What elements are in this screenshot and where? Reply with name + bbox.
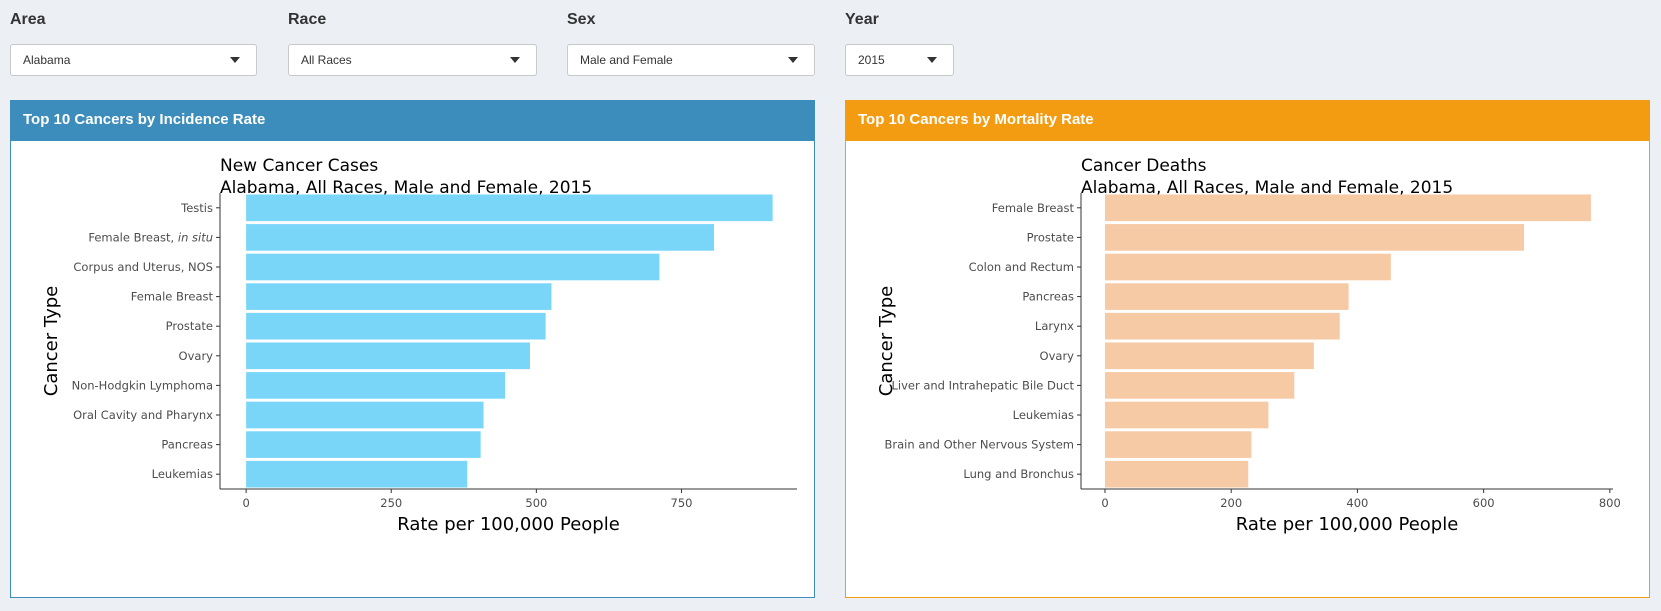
bar xyxy=(246,342,530,370)
mortality-panel-header: Top 10 Cancers by Mortality Rate xyxy=(846,101,1649,141)
filter-sex-label: Sex xyxy=(567,11,596,28)
x-tick-label: 750 xyxy=(671,496,693,510)
y-tick-label: Testis xyxy=(180,201,213,215)
bar xyxy=(1104,253,1391,281)
y-axis-title: Cancer Type xyxy=(876,286,897,396)
y-tick-label: Brain and Other Nervous System xyxy=(885,438,1074,452)
x-tick-label: 800 xyxy=(1599,496,1621,510)
y-tick-label: Female Breast, in situ xyxy=(88,230,213,244)
caret-down-icon xyxy=(230,57,240,63)
y-tick-label: Female Breast xyxy=(131,290,214,304)
y-tick-label: Oral Cavity and Pharynx xyxy=(73,408,213,422)
y-tick-label: Prostate xyxy=(166,319,213,333)
bar xyxy=(246,372,506,399)
filter-race: Race All Races xyxy=(288,10,537,76)
y-tick-label: Liver and Intrahepatic Bile Duct xyxy=(891,378,1074,392)
caret-down-icon xyxy=(927,57,937,63)
y-tick-label: Leukemias xyxy=(152,467,213,481)
bar xyxy=(1104,312,1340,340)
year-select[interactable]: 2015 xyxy=(845,44,954,76)
bar xyxy=(1104,224,1525,251)
y-tick-label: Corpus and Uterus, NOS xyxy=(73,260,213,274)
x-tick-label: 400 xyxy=(1346,496,1368,510)
race-select[interactable]: All Races xyxy=(288,44,537,76)
filter-year: Year 2015 xyxy=(845,10,954,76)
chart-title: New Cancer Cases xyxy=(220,156,378,176)
y-tick-label: Colon and Rectum xyxy=(969,260,1074,274)
bar xyxy=(246,431,481,458)
bar xyxy=(1104,401,1269,429)
bar xyxy=(246,312,546,340)
y-tick-label: Ovary xyxy=(1040,349,1075,363)
filter-sex: Sex Male and Female xyxy=(567,10,815,76)
bar xyxy=(246,253,660,281)
chart-subtitle: Alabama, All Races, Male and Female, 201… xyxy=(220,178,592,198)
x-tick-label: 600 xyxy=(1473,496,1495,510)
caret-down-icon xyxy=(510,57,520,63)
incidence-panel-header: Top 10 Cancers by Incidence Rate xyxy=(11,101,814,141)
y-tick-label: Larynx xyxy=(1035,319,1074,333)
caret-down-icon xyxy=(788,57,798,63)
y-tick-label: Ovary xyxy=(179,349,214,363)
race-select-value: All Races xyxy=(301,53,352,67)
year-select-value: 2015 xyxy=(858,53,885,67)
bar xyxy=(246,401,484,429)
y-tick-label: Non-Hodgkin Lymphoma xyxy=(72,378,213,392)
filter-area: Area Alabama xyxy=(10,10,257,76)
x-tick-label: 200 xyxy=(1220,496,1242,510)
y-tick-label: Prostate xyxy=(1027,230,1074,244)
bar xyxy=(1104,283,1349,310)
chart-subtitle: Alabama, All Races, Male and Female, 201… xyxy=(1081,178,1453,198)
filter-area-label: Area xyxy=(10,11,46,28)
bar xyxy=(246,460,468,488)
bar xyxy=(1104,460,1249,488)
x-tick-label: 250 xyxy=(380,496,402,510)
mortality-panel: Top 10 Cancers by Mortality Rate Cancer … xyxy=(845,100,1650,598)
sex-select-value: Male and Female xyxy=(580,53,673,67)
bar xyxy=(246,194,773,222)
incidence-panel: Top 10 Cancers by Incidence Rate New Can… xyxy=(10,100,815,598)
filter-race-label: Race xyxy=(288,11,327,28)
y-axis-title: Cancer Type xyxy=(41,286,62,396)
bar xyxy=(1104,431,1252,458)
y-tick-label: Pancreas xyxy=(1022,290,1074,304)
sex-select[interactable]: Male and Female xyxy=(567,44,815,76)
x-tick-label: 0 xyxy=(1101,496,1108,510)
x-tick-label: 500 xyxy=(525,496,547,510)
y-tick-label: Lung and Bronchus xyxy=(963,467,1074,481)
x-axis-title: Rate per 100,000 People xyxy=(1236,514,1459,535)
filter-year-label: Year xyxy=(845,11,879,28)
area-select[interactable]: Alabama xyxy=(10,44,257,76)
y-tick-label: Female Breast xyxy=(992,201,1075,215)
y-tick-label: Pancreas xyxy=(161,438,213,452)
x-axis-title: Rate per 100,000 People xyxy=(397,514,620,535)
y-tick-label: Leukemias xyxy=(1013,408,1074,422)
bar xyxy=(246,224,714,251)
area-select-value: Alabama xyxy=(23,53,71,67)
bar xyxy=(246,283,552,310)
chart-title: Cancer Deaths xyxy=(1081,156,1207,176)
x-tick-label: 0 xyxy=(242,496,249,510)
bar xyxy=(1104,342,1314,370)
bar xyxy=(1104,372,1295,399)
bar xyxy=(1104,194,1591,222)
